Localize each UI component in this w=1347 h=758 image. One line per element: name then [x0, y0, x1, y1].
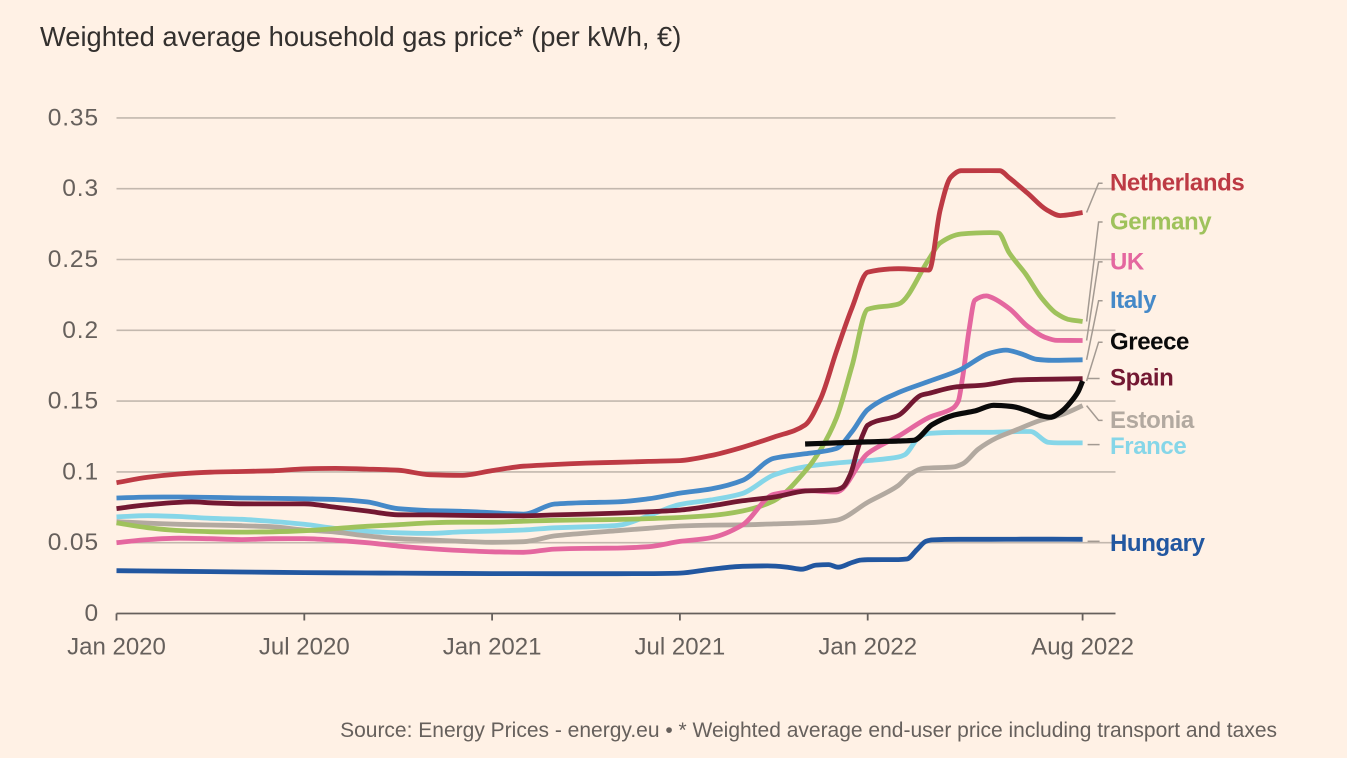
- svg-text:Italy: Italy: [1110, 287, 1157, 314]
- svg-text:Jan 2021: Jan 2021: [443, 634, 542, 661]
- svg-text:Jul 2020: Jul 2020: [259, 634, 350, 661]
- svg-text:France: France: [1110, 433, 1186, 460]
- svg-text:Estonia: Estonia: [1110, 407, 1195, 434]
- svg-text:0.35: 0.35: [48, 104, 99, 131]
- svg-text:0.25: 0.25: [48, 246, 99, 273]
- svg-text:0: 0: [84, 600, 99, 627]
- svg-text:Jul 2021: Jul 2021: [635, 634, 726, 661]
- svg-text:Jan 2020: Jan 2020: [67, 634, 166, 661]
- svg-text:Spain: Spain: [1110, 365, 1173, 392]
- svg-text:Greece: Greece: [1110, 329, 1189, 356]
- svg-text:Hungary: Hungary: [1110, 530, 1206, 557]
- svg-text:Netherlands: Netherlands: [1110, 170, 1244, 197]
- svg-text:0.05: 0.05: [48, 529, 99, 556]
- svg-text:0.15: 0.15: [48, 388, 99, 415]
- svg-text:Germany: Germany: [1110, 209, 1212, 236]
- svg-text:0.2: 0.2: [62, 317, 99, 344]
- svg-text:0.3: 0.3: [62, 175, 99, 202]
- svg-text:0.1: 0.1: [62, 458, 99, 485]
- svg-text:Jan 2022: Jan 2022: [818, 634, 917, 661]
- svg-text:Aug 2022: Aug 2022: [1031, 634, 1134, 661]
- svg-text:UK: UK: [1110, 248, 1145, 275]
